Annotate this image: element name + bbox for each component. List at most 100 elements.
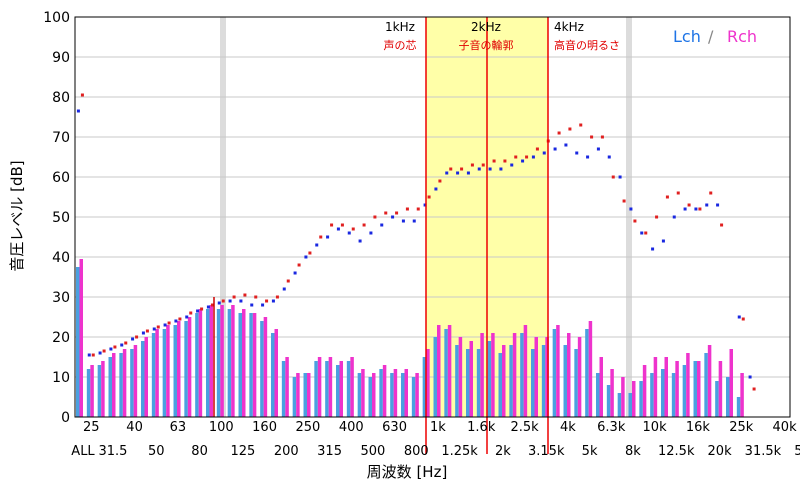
bar-lch	[325, 361, 329, 417]
dot-lch	[737, 315, 741, 319]
x-tick-label-top: 40k	[773, 420, 798, 435]
dot-rch	[91, 353, 95, 357]
dot-lch	[661, 239, 665, 243]
bar-rch	[382, 365, 387, 417]
dot-rch	[698, 207, 702, 211]
dot-rch	[308, 251, 312, 255]
x-tick-label-bottom: 500	[361, 444, 386, 459]
dot-lch	[98, 351, 102, 355]
dot-lch	[553, 147, 557, 151]
x-tick-label-top: 160	[252, 420, 277, 435]
dot-rch	[135, 335, 139, 339]
dot-rch	[622, 199, 626, 203]
plot-frame	[74, 16, 791, 418]
bar-lch	[292, 377, 297, 417]
bar-lch	[466, 349, 470, 417]
dot-lch	[586, 155, 590, 159]
bar-rch	[599, 357, 603, 417]
x-tick-label-top: 6.3k	[597, 420, 626, 435]
bar-rch	[729, 349, 733, 417]
dot-rch	[665, 195, 669, 199]
x-tick-label-bottom: 50k	[794, 444, 800, 459]
x-tick-label-top: 100	[209, 420, 234, 435]
dot-lch	[163, 323, 167, 327]
bar-lch	[671, 373, 676, 417]
dot-rch	[525, 155, 529, 159]
bar-lch	[336, 365, 340, 417]
bar-lch	[86, 369, 91, 417]
dot-lch	[174, 319, 178, 323]
bar-lch	[227, 309, 232, 417]
y-tick-label: 100	[43, 10, 70, 26]
dot-rch	[156, 325, 160, 329]
bar-lch	[76, 267, 80, 417]
dot-rch	[395, 211, 399, 215]
dot-rch	[275, 295, 279, 299]
dot-lch	[510, 163, 514, 167]
dot-rch	[384, 211, 388, 215]
y-tick-label: 40	[52, 250, 70, 266]
dot-lch	[315, 243, 319, 247]
dot-rch	[460, 167, 464, 171]
dot-rch	[113, 345, 117, 349]
bar-lch	[249, 313, 253, 417]
x-tick-label-bottom: 800	[404, 444, 429, 459]
bar-lch	[108, 357, 112, 417]
dot-rch	[568, 127, 572, 131]
dot-rch	[709, 191, 713, 195]
dot-lch	[401, 219, 405, 223]
bar-rch	[242, 309, 246, 417]
x-tick-label-bottom: 1.25k	[441, 444, 478, 459]
bar-lch	[487, 341, 492, 417]
bar-lch	[368, 377, 372, 417]
dot-lch	[369, 231, 373, 235]
bar-lch	[151, 333, 156, 417]
dot-lch	[499, 167, 503, 171]
dot-lch	[336, 227, 340, 231]
x-tick-label-bottom: 31.5	[98, 444, 127, 459]
bar-rch	[79, 259, 83, 417]
y-tick-label: 20	[52, 330, 70, 346]
dot-lch	[445, 171, 449, 175]
bar-rch	[133, 345, 138, 417]
legend-separator: /	[708, 27, 714, 46]
bar-lch	[130, 349, 134, 417]
y-tick-label: 60	[52, 170, 70, 186]
dot-rch	[102, 349, 106, 353]
dot-lch	[76, 109, 80, 113]
dot-lch	[87, 353, 91, 357]
band-lines	[213, 17, 549, 454]
dot-rch	[189, 311, 193, 315]
dot-rch	[720, 223, 724, 227]
x-tick-label-top: 1k	[430, 420, 446, 435]
dot-rch	[286, 279, 290, 283]
dot-lch	[466, 171, 470, 175]
bar-rch	[686, 353, 690, 417]
bar-rch	[339, 361, 343, 417]
dot-rch	[481, 163, 485, 167]
bar-lch	[498, 353, 502, 417]
dot-rch	[611, 175, 615, 179]
bar-lch	[206, 309, 210, 417]
bar-lch	[736, 397, 741, 417]
dot-rch	[319, 235, 323, 239]
bar-lch	[346, 361, 351, 417]
dot-rch	[633, 219, 637, 223]
x-tick-label-top: 16k	[686, 420, 711, 435]
x-tick-label-top: 25k	[729, 420, 754, 435]
bar-lch	[715, 381, 719, 417]
dot-series	[76, 93, 756, 391]
x-tick-label-bottom: 5k	[582, 444, 598, 459]
dot-lch	[293, 271, 297, 275]
dot-lch	[531, 155, 535, 159]
dot-lch	[705, 203, 709, 207]
dot-lch	[672, 215, 676, 219]
dot-rch	[535, 147, 539, 151]
x-tick-label-bottom: 3.15k	[528, 444, 565, 459]
bar-rch	[480, 333, 484, 417]
bar-lch	[531, 349, 535, 417]
bar-lch	[541, 345, 546, 417]
dot-lch	[607, 155, 611, 159]
dot-rch	[178, 317, 182, 321]
bar-lch	[650, 373, 654, 417]
